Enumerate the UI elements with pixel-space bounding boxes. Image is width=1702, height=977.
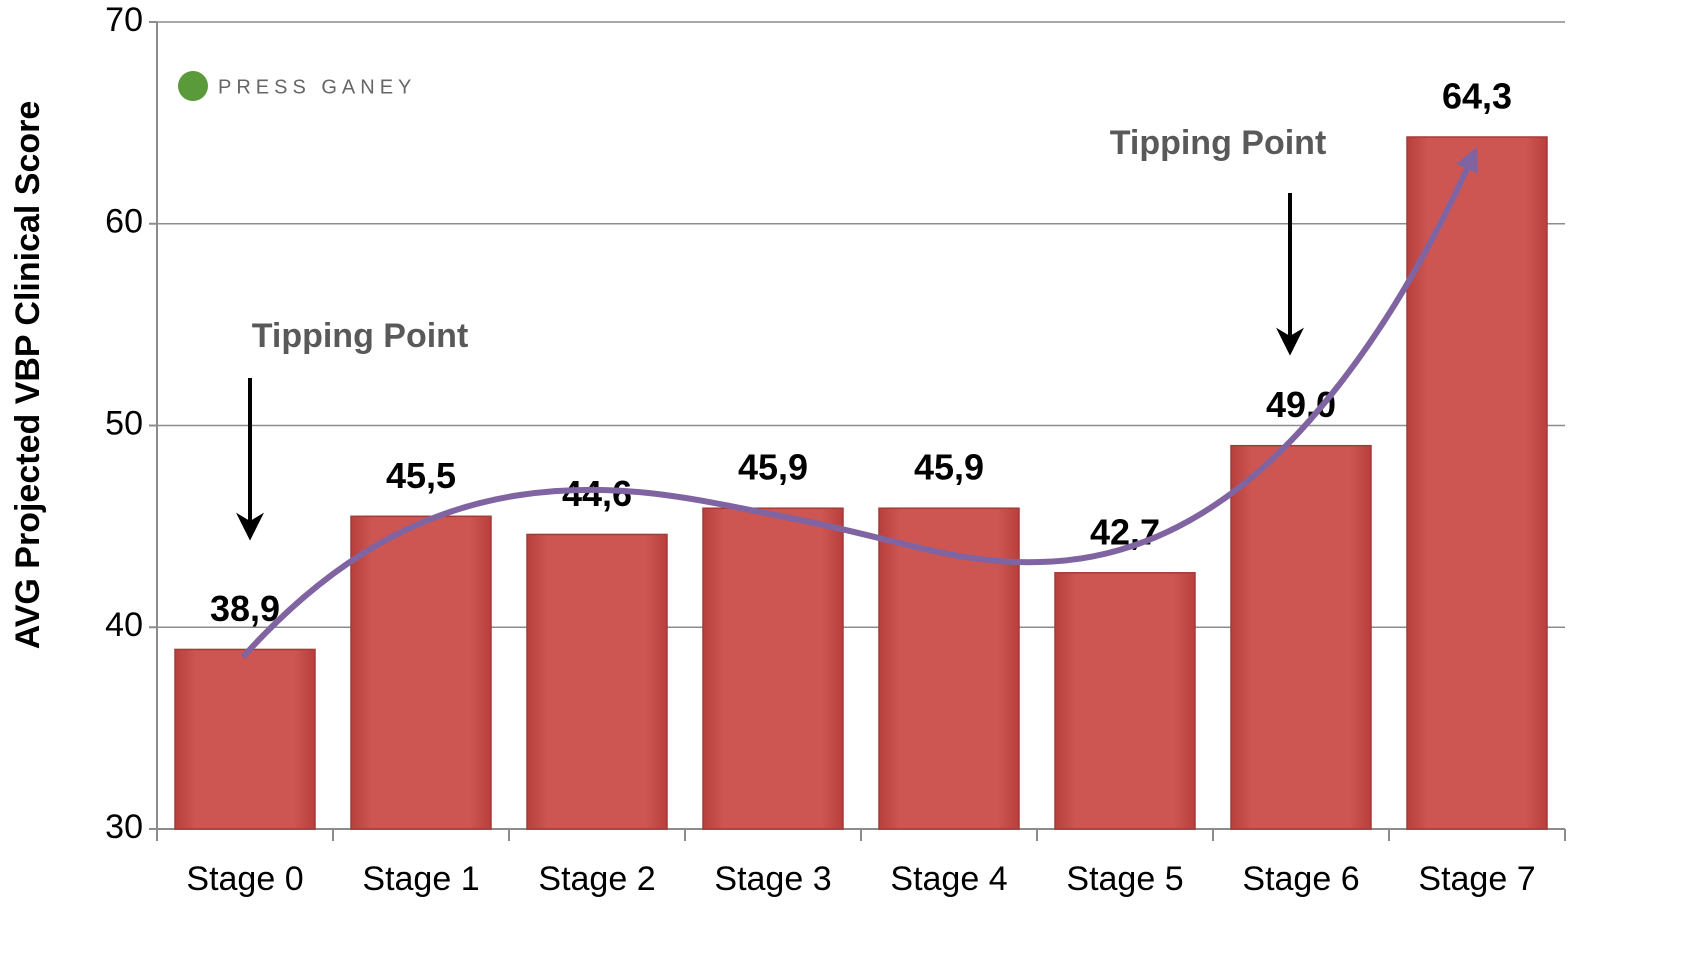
value-label: 45,9	[738, 447, 808, 488]
trend-curve	[240, 147, 1478, 660]
x-tick-label: Stage 2	[538, 860, 655, 898]
x-tick-label: Stage 7	[1418, 860, 1535, 898]
bar	[174, 648, 316, 830]
logo: PRESS GANEY	[178, 71, 416, 101]
bar	[702, 507, 844, 830]
y-tick-label: 70	[105, 1, 143, 39]
value-label: 64,3	[1442, 76, 1512, 117]
logo-text: PRESS GANEY	[218, 76, 416, 98]
value-label: 45,9	[914, 447, 984, 488]
x-tick-label: Stage 6	[1242, 860, 1359, 898]
value-label: 38,9	[210, 588, 280, 629]
x-tick-label: Stage 4	[890, 860, 1007, 898]
x-tick-label: Stage 1	[362, 860, 479, 898]
bar	[526, 533, 668, 830]
bar	[1230, 444, 1372, 830]
y-tick-label: 40	[105, 606, 143, 644]
bar	[1054, 572, 1196, 830]
value-label: 45,5	[386, 455, 456, 496]
logo-icon	[178, 71, 208, 101]
annotation: Tipping Point	[1110, 124, 1327, 162]
x-tick-label: Stage 0	[186, 860, 303, 898]
y-tick-label: 50	[105, 404, 143, 442]
annotation: Tipping Point	[252, 317, 469, 355]
y-axis-label: AVG Projected VBP Clinical Score	[9, 101, 47, 650]
bar	[350, 515, 492, 830]
y-tick-label: 30	[105, 808, 143, 846]
x-tick-label: Stage 5	[1066, 860, 1183, 898]
y-tick-label: 60	[105, 203, 143, 241]
x-tick-label: Stage 3	[714, 860, 831, 898]
bar	[1406, 136, 1548, 830]
